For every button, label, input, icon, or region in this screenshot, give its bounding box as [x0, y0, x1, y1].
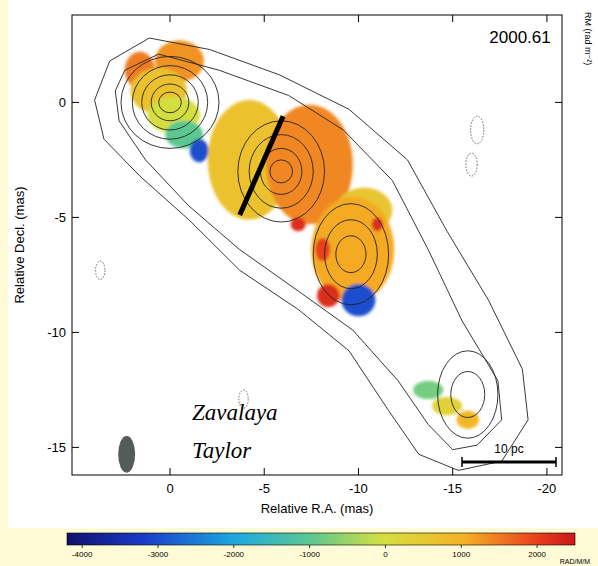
colorbar-tick-label: -4000	[72, 550, 93, 559]
scale-bar-end	[461, 457, 463, 467]
tick-label: -15	[443, 481, 462, 496]
contour	[438, 351, 498, 438]
rm-patch	[291, 217, 306, 231]
tick	[546, 15, 547, 22]
tick	[546, 468, 547, 475]
contour	[159, 92, 182, 113]
scale-bar-label: 10 pc	[494, 442, 523, 456]
colorbar-tick-label: 0	[383, 550, 388, 559]
tick-label: -10	[349, 481, 368, 496]
contour	[336, 236, 366, 273]
rm-patch	[190, 139, 209, 162]
title: 2000.61	[489, 28, 550, 47]
tick	[555, 217, 562, 218]
tick	[264, 15, 265, 22]
annotation: Zavalaya	[192, 400, 278, 425]
tick-label: 0	[166, 481, 173, 496]
contour	[238, 121, 325, 222]
tick	[452, 15, 453, 22]
figure: 0 -5 -10 -15 -20 0 -5 -10 -15 Relative R.A. (mas)…	[0, 0, 598, 566]
figure-ground	[8, 0, 598, 528]
beam	[118, 436, 135, 473]
tick-label: -10	[47, 325, 66, 340]
slice-line	[240, 116, 283, 215]
colorbar-label: RM (rad m⁻²)	[583, 12, 593, 65]
contour	[95, 38, 528, 470]
colorbar-tick	[157, 545, 158, 548]
colorbar-units: RAD/M/M	[560, 558, 591, 565]
contour	[270, 160, 293, 183]
tick	[72, 447, 79, 448]
rm-patch	[342, 284, 376, 316]
contour	[151, 84, 189, 121]
tick	[72, 332, 79, 333]
colorbar-tick	[309, 545, 310, 548]
tick-label: -5	[258, 481, 270, 496]
tick	[555, 447, 562, 448]
x-axis-title: Relative R.A. (mas)	[261, 501, 374, 516]
contour	[451, 372, 485, 418]
colorbar-tick	[233, 545, 234, 548]
colorbar-tick-label: -1000	[299, 550, 320, 559]
colorbar-tick	[537, 545, 538, 548]
plot-area	[95, 38, 528, 473]
y-axis-title: Relative Decl. (mas)	[12, 186, 27, 303]
tick-label: -20	[538, 481, 557, 496]
annotation: Taylor	[192, 438, 252, 463]
colorbar-tick	[82, 545, 83, 548]
contour	[142, 75, 199, 130]
tick	[72, 102, 79, 103]
colorbar-tick-label: -2000	[224, 550, 245, 559]
scale-bar-end	[555, 457, 557, 467]
colorbar-tick	[461, 545, 462, 548]
negative-contour	[466, 153, 477, 176]
negative-contour	[96, 261, 105, 279]
tick	[72, 217, 79, 218]
colorbar	[67, 533, 575, 545]
tick-label: -15	[47, 440, 66, 455]
plot-frame	[72, 15, 562, 475]
tick	[555, 332, 562, 333]
colorbar-tick	[385, 545, 386, 548]
contour	[115, 54, 501, 450]
tick	[358, 468, 359, 475]
rm-patch	[317, 284, 340, 307]
rm-map	[125, 40, 479, 429]
scale-bar: 10 pc	[462, 442, 556, 467]
contour	[121, 56, 219, 148]
tick	[170, 15, 171, 22]
contour	[132, 66, 207, 140]
colorbar-tick-label: -3000	[148, 550, 169, 559]
tick-label: 0	[59, 95, 66, 110]
tick	[264, 468, 265, 475]
contour	[325, 220, 378, 289]
scale-bar-line	[462, 461, 556, 464]
contour	[313, 204, 388, 305]
tick-label: -5	[54, 210, 66, 225]
colorbar-tick-label: 2000	[528, 550, 546, 559]
rm-patch	[315, 238, 330, 261]
tick	[170, 468, 171, 475]
negative-contour	[471, 116, 484, 144]
rm-patch	[456, 411, 479, 429]
tick	[358, 15, 359, 22]
tick	[555, 102, 562, 103]
colorbar-tick-label: 1000	[452, 550, 470, 559]
tick	[452, 468, 453, 475]
